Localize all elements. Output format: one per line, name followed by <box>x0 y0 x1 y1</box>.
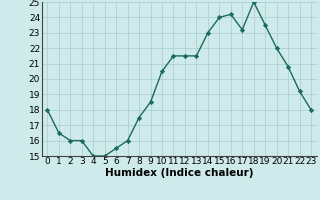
X-axis label: Humidex (Indice chaleur): Humidex (Indice chaleur) <box>105 168 253 178</box>
